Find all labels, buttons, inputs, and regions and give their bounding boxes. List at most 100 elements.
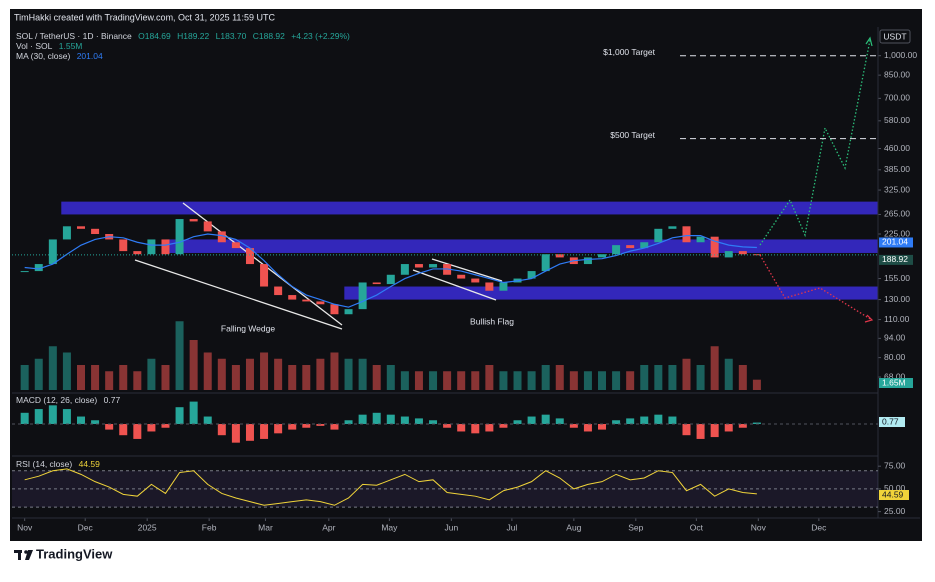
macd-bar [245,424,254,441]
value-badge-label: 44.59 [882,489,904,499]
macd-bar [443,424,452,428]
macd-bar [48,405,57,424]
volume-bar [682,358,691,390]
x-tick-label: 2025 [138,522,157,532]
macd-bar [682,424,691,436]
currency: USDT [883,31,906,41]
target-label: $1,000 Target [603,47,655,57]
currency-badge [879,29,911,44]
y-tick-label: 50.00 [884,483,906,493]
macd-bar [358,414,367,424]
volume-bar [62,352,71,390]
volume-bar [386,365,395,390]
candle [612,245,621,255]
ma-line [24,233,757,308]
macd-bar [161,424,170,428]
candle [738,251,747,255]
macd-bar [598,424,607,430]
macd-bar [738,424,747,428]
volume-name: Vol · SOL [16,41,53,51]
macd-bar [485,424,494,432]
macd-bar [400,416,409,424]
volume-bar [105,371,114,390]
volume-bar [527,371,536,390]
arrow-head [865,36,873,47]
annotation: Bullish Flag [470,316,514,326]
candle [429,264,438,268]
y-tick-label: 80.00 [884,352,906,362]
macd-bar [626,418,635,424]
candle [344,309,353,315]
zone [165,239,878,253]
macd-bar [105,424,114,430]
rsi-name: RSI (14, close) [16,459,73,469]
volume-bar [640,365,649,390]
macd-bar [710,424,719,438]
macd-bar [583,424,592,432]
x-tick-label: Apr [322,522,335,532]
volume-bar [499,371,508,390]
macd-name: MACD (12, 26, close) [16,395,98,405]
logo-shape [24,550,28,554]
volume-bar [485,365,494,390]
candle [358,282,367,310]
volume-bar [400,371,409,390]
bull-projection [759,39,871,246]
ohlc: L183.70 [215,31,247,41]
volume-bar [161,365,170,390]
candle [485,282,494,291]
volume-bar [260,352,269,390]
macd-bar [513,420,522,424]
volume-bar [513,371,522,390]
legend-row: SOL / TetherUS · 1D · Binance O184.69 H1… [16,31,354,41]
macd-bar [302,424,311,428]
legend-row: MACD (12, 26, close) 0.77 [16,395,124,405]
candle [682,226,691,243]
candle [147,239,156,255]
rsi-line [24,468,757,506]
volume-bar [203,352,212,390]
macd-bar [288,424,297,430]
volume-value: 1.55M [58,41,83,51]
bear-projection [759,254,873,321]
volume-bar [217,358,226,390]
macd-bar [175,407,184,424]
candle [555,254,564,258]
volume-bar [231,365,240,390]
candle [245,248,254,265]
candle [724,251,733,258]
candle [386,274,395,285]
macd-bar [696,424,705,439]
volume-bar [414,371,423,390]
candle [583,257,592,265]
logo-shape [25,550,33,560]
volume-bar [541,365,550,390]
x-tick-label: Feb [202,522,217,532]
volume-bar [626,371,635,390]
candle [260,264,269,287]
candle [48,239,57,265]
candle [499,282,508,291]
candle [640,242,649,249]
volume-bar [555,365,564,390]
macd-bar [569,424,578,428]
ma-value: 201.04 [76,51,103,61]
candle [231,242,240,249]
candle [710,236,719,258]
x-tick-label: Jul [506,522,517,532]
volume-bar [457,371,466,390]
volume-bar [189,340,198,390]
y-tick-label: 580.00 [884,115,910,125]
ohlc: C188.92 [252,31,285,41]
volume-bar [133,371,142,390]
volume-bar [34,358,43,390]
value-badge-label: 1.65M [882,377,906,387]
arrow-head [864,314,874,323]
candle [400,264,409,275]
y-tick-label: 75.00 [884,460,906,470]
value-badge [879,417,905,427]
volume-bar [288,365,297,390]
y-tick-label: 850.00 [884,69,910,79]
ohlc: H189.22 [177,31,210,41]
candle [161,239,170,255]
